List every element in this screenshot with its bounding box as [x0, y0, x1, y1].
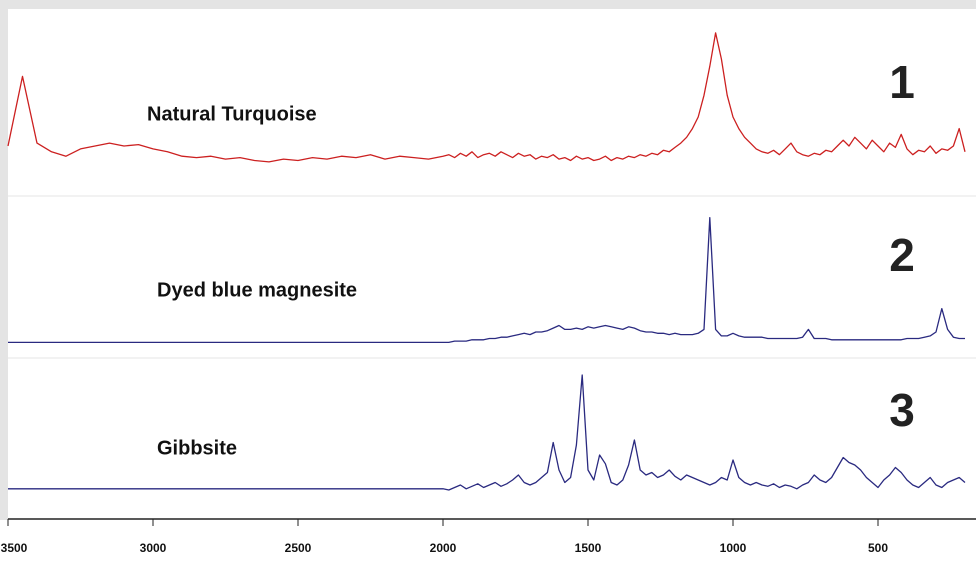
spectrum-line — [8, 374, 966, 491]
top-frame — [0, 0, 976, 9]
x-tick-label: 3500 — [1, 541, 28, 555]
series-name: Natural Turquoise — [147, 103, 317, 125]
series-name: Gibbsite — [157, 437, 237, 459]
series-name: Dyed blue magnesite — [157, 279, 357, 301]
x-tick-label: 2500 — [285, 541, 312, 555]
x-tick-label: 1500 — [575, 541, 602, 555]
left-frame — [0, 0, 8, 520]
x-tick-label: 3000 — [140, 541, 167, 555]
x-tick-label: 1000 — [720, 541, 747, 555]
spectrum-line — [7, 32, 966, 163]
series-number: 1 — [889, 56, 915, 108]
x-tick-label: 500 — [868, 541, 888, 555]
series-number: 3 — [889, 384, 915, 436]
spectrum-line — [8, 216, 965, 344]
x-tick-label: 2000 — [430, 541, 457, 555]
series-number: 2 — [889, 229, 915, 281]
